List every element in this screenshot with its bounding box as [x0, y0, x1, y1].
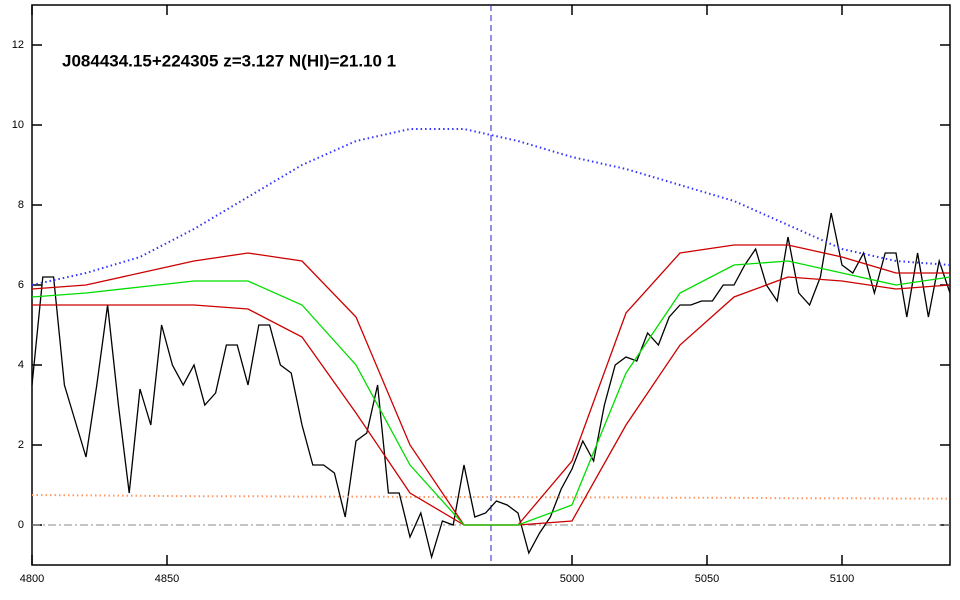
y-tick-label: 8	[18, 199, 24, 211]
x-tick-label: 5050	[695, 573, 719, 585]
series-line	[31, 128, 951, 286]
series-line	[31, 494, 950, 500]
y-tick-label: 2	[18, 439, 24, 451]
y-tick-label: 12	[12, 39, 24, 51]
y-tick-label: 6	[18, 279, 24, 291]
y-tick-label: 4	[18, 359, 24, 371]
x-tick-label: 4850	[155, 573, 179, 585]
series-line	[31, 260, 951, 526]
y-tick-label: 0	[18, 519, 24, 531]
x-tick-label: 5100	[830, 573, 854, 585]
chart-title: J084434.15+224305 z=3.127 N(HI)=21.10 1	[62, 51, 396, 70]
x-tick-label: 4800	[20, 573, 44, 585]
series-line	[31, 212, 951, 560]
x-tick-label: 5000	[560, 573, 584, 585]
y-tick-label: 10	[12, 119, 24, 131]
